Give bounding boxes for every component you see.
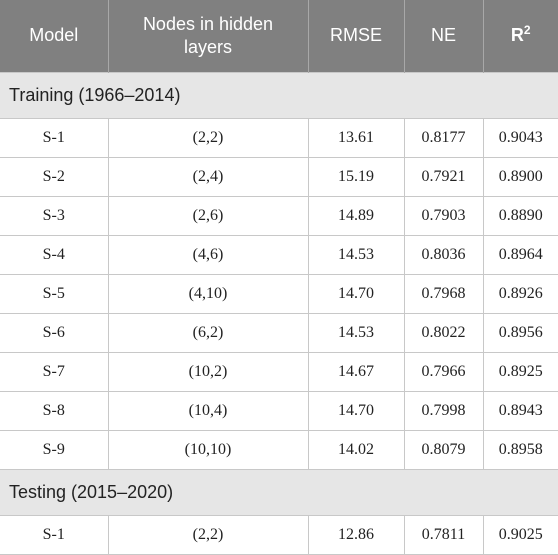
header-nodes: Nodes in hidden layers: [107, 0, 309, 72]
table-row: S-3 (2,6) 14.89 0.7903 0.8890: [0, 195, 558, 236]
cell-rmse: 13.61: [307, 117, 405, 158]
cell-nodes: (4,6): [107, 234, 309, 275]
section-row-training: Training (1966–2014): [0, 71, 558, 119]
table-row: S-1 (2,2) 12.86 0.7811 0.9025: [0, 514, 558, 555]
section-row-testing: Testing (2015–2020): [0, 468, 558, 516]
cell-model: S-6: [0, 312, 109, 353]
table-row: S-6 (6,2) 14.53 0.8022 0.8956: [0, 312, 558, 353]
cell-ne: 0.8036: [403, 234, 484, 275]
cell-ne: 0.8079: [403, 429, 484, 470]
table-row: S-9 (10,10) 14.02 0.8079 0.8958: [0, 429, 558, 470]
cell-model: S-1: [0, 514, 109, 555]
header-ne: NE: [403, 0, 484, 72]
cell-r-squared: 0.8925: [482, 351, 558, 392]
cell-rmse: 14.53: [307, 312, 405, 353]
cell-model: S-7: [0, 351, 109, 392]
header-rmse: RMSE: [307, 0, 405, 72]
section-label-training: Training (1966–2014): [0, 71, 558, 119]
cell-nodes: (2,6): [107, 195, 309, 236]
cell-r-squared: 0.8900: [482, 156, 558, 197]
cell-r-squared: 0.8958: [482, 429, 558, 470]
table-row: S-5 (4,10) 14.70 0.7968 0.8926: [0, 273, 558, 314]
header-r-squared-base: R: [510, 25, 524, 46]
table-row: S-8 (10,4) 14.70 0.7998 0.8943: [0, 390, 558, 431]
cell-r-squared: 0.9025: [482, 514, 558, 555]
cell-r-squared: 0.8956: [482, 312, 558, 353]
cell-r-squared: 0.9043: [482, 117, 558, 158]
cell-model: S-8: [0, 390, 109, 431]
table-row: S-4 (4,6) 14.53 0.8036 0.8964: [0, 234, 558, 275]
cell-nodes: (2,2): [107, 117, 309, 158]
cell-ne: 0.7903: [403, 195, 484, 236]
cell-rmse: 14.67: [307, 351, 405, 392]
cell-rmse: 14.89: [307, 195, 405, 236]
cell-rmse: 14.02: [307, 429, 405, 470]
cell-ne: 0.7966: [403, 351, 484, 392]
table-row: S-7 (10,2) 14.67 0.7966 0.8925: [0, 351, 558, 392]
cell-model: S-4: [0, 234, 109, 275]
cell-rmse: 14.53: [307, 234, 405, 275]
cell-model: S-3: [0, 195, 109, 236]
section-label-testing: Testing (2015–2020): [0, 468, 558, 516]
table-row: S-1 (2,2) 13.61 0.8177 0.9043: [0, 117, 558, 158]
cell-nodes: (6,2): [107, 312, 309, 353]
cell-nodes: (2,2): [107, 514, 309, 555]
cell-nodes: (10,4): [107, 390, 309, 431]
cell-rmse: 12.86: [307, 514, 405, 555]
header-model: Model: [0, 0, 109, 72]
cell-rmse: 14.70: [307, 273, 405, 314]
cell-ne: 0.7811: [403, 514, 484, 555]
cell-ne: 0.7968: [403, 273, 484, 314]
cell-model: S-2: [0, 156, 109, 197]
table-row: S-2 (2,4) 15.19 0.7921 0.8900: [0, 156, 558, 197]
header-row: Model Nodes in hidden layers RMSE NE R2: [0, 0, 558, 72]
cell-model: S-1: [0, 117, 109, 158]
table-body: Training (1966–2014) S-1 (2,2) 13.61 0.8…: [0, 71, 558, 555]
cell-ne: 0.8022: [403, 312, 484, 353]
cell-model: S-9: [0, 429, 109, 470]
header-r-squared-exponent: 2: [523, 23, 531, 38]
cell-ne: 0.7998: [403, 390, 484, 431]
cell-ne: 0.7921: [403, 156, 484, 197]
header-r-squared: R2: [482, 0, 558, 72]
cell-nodes: (10,10): [107, 429, 309, 470]
cell-r-squared: 0.8964: [482, 234, 558, 275]
cell-r-squared: 0.8926: [482, 273, 558, 314]
cell-nodes: (4,10): [107, 273, 309, 314]
cell-rmse: 14.70: [307, 390, 405, 431]
cell-r-squared: 0.8943: [482, 390, 558, 431]
cell-nodes: (10,2): [107, 351, 309, 392]
table-header: Model Nodes in hidden layers RMSE NE R2: [0, 0, 558, 72]
cell-nodes: (2,4): [107, 156, 309, 197]
cell-model: S-5: [0, 273, 109, 314]
cell-r-squared: 0.8890: [482, 195, 558, 236]
cell-rmse: 15.19: [307, 156, 405, 197]
cell-ne: 0.8177: [403, 117, 484, 158]
